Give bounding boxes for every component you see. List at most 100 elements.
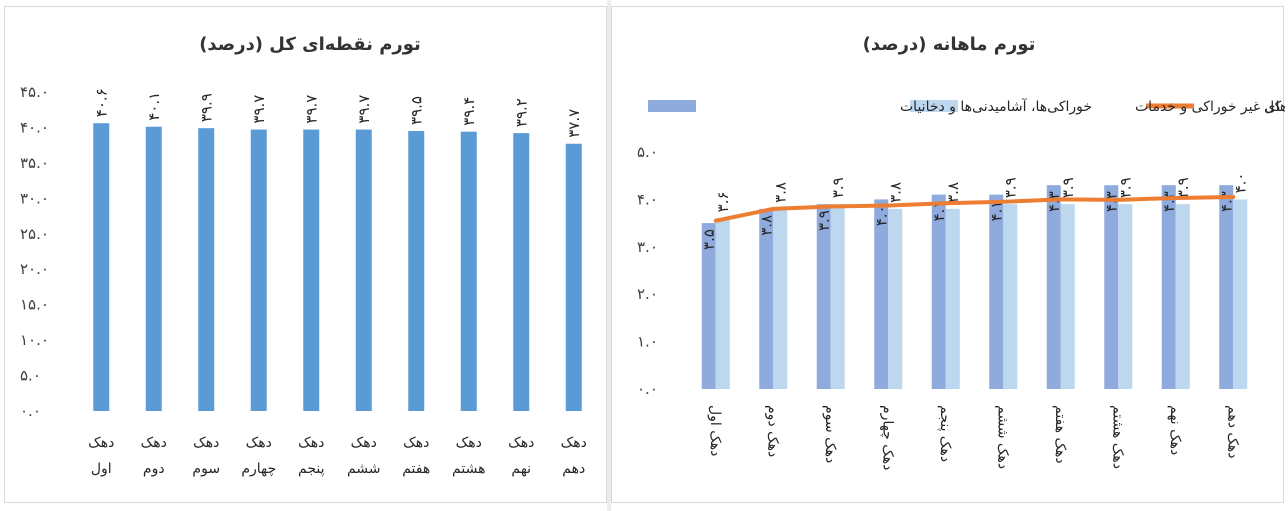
bar — [198, 128, 215, 412]
bar-food — [874, 199, 889, 389]
bar-non-food — [888, 208, 903, 389]
bar-food — [1104, 185, 1119, 389]
legend-swatch-non-food — [910, 100, 958, 112]
legend-label: خوراکی‌ها، آشامیدنی‌ها و دخانیات — [900, 98, 1092, 115]
total-index-line — [713, 195, 1236, 223]
y-tick-label: ۱۰.۰ — [20, 331, 49, 349]
category-label: دهک دهم — [561, 435, 587, 477]
y-tick-label: ۴۰.۰ — [20, 118, 49, 136]
category-label: دهک ششم — [347, 435, 381, 477]
bar-value-label: ۳۹.۴ — [460, 97, 478, 126]
y-tick-label: ۰.۰ — [20, 402, 41, 420]
bar-value-label: ۳.۹ — [1116, 177, 1134, 198]
bar-food — [931, 194, 946, 389]
bar-value-label: ۳.۸ — [886, 182, 904, 203]
bar-value-label: ۳۹.۷ — [302, 95, 320, 124]
bar — [408, 130, 425, 411]
bar-food — [701, 223, 716, 389]
legend-swatch-food — [648, 100, 696, 112]
y-tick-label: ۵.۰ — [637, 143, 658, 161]
chart-title: تورم ماهانه (درصد) — [863, 34, 1036, 55]
category-label: دهک پنجم — [937, 405, 953, 462]
y-tick-label: ۴۵.۰ — [20, 83, 49, 101]
bar-value-label: ۴.۰ — [872, 205, 890, 226]
category-label: دهک پنجم — [298, 435, 325, 477]
category-label: دهک اول — [707, 405, 723, 456]
category-label: دهک هشتم — [452, 435, 485, 477]
category-label: دهک اول — [88, 435, 114, 477]
bar-non-food — [830, 204, 845, 389]
y-tick-label: ۰.۰ — [637, 380, 658, 398]
bar-value-label: ۳.۶ — [714, 191, 732, 212]
y-tick-label: ۳۵.۰ — [20, 154, 49, 172]
bar-non-food — [1175, 204, 1190, 389]
y-tick-label: ۱۵.۰ — [20, 296, 49, 314]
bar-food — [1046, 185, 1061, 389]
bar-value-label: ۳۹.۲ — [512, 98, 530, 127]
category-label: دهک هفتم — [1052, 405, 1068, 464]
bar-value-label: ۴.۱ — [987, 201, 1005, 222]
panel-divider — [607, 0, 611, 511]
category-label: دهک سوم — [192, 435, 220, 477]
bar-food — [816, 204, 831, 389]
bar-value-label: ۳.۵ — [700, 229, 718, 250]
bar-value-label: ۳۹.۷ — [250, 95, 268, 124]
bar-food — [989, 194, 1004, 389]
bar-value-label: ۳۷.۷ — [565, 109, 583, 138]
legend-label: کالاهای غیر خوراکی و خدمات — [1135, 99, 1285, 115]
bar-non-food — [715, 218, 730, 389]
bar — [250, 129, 267, 411]
bar — [93, 123, 110, 412]
bar-value-label: ۳.۸ — [944, 182, 962, 203]
bar — [565, 143, 582, 411]
bar-food — [1161, 185, 1176, 389]
category-label: دهک هفتم — [402, 435, 430, 477]
bar-value-label: ۳.۹ — [829, 177, 847, 198]
bar-value-label: ۴۰.۶ — [92, 88, 110, 117]
category-label: دهک چهارم — [241, 435, 276, 477]
y-tick-label: ۴.۰ — [637, 190, 658, 208]
bar-value-label: ۴.۰ — [1231, 173, 1249, 194]
category-label: دهک سوم — [822, 405, 838, 463]
bar-non-food — [773, 208, 788, 389]
bar — [460, 131, 477, 411]
bar-value-label: ۴.۱ — [930, 201, 948, 222]
bar-value-label: ۳.۹ — [1059, 177, 1077, 198]
y-tick-label: ۵.۰ — [20, 367, 41, 385]
category-label: دهک دهم — [1224, 405, 1240, 459]
bar-value-label: ۴۰.۱ — [145, 92, 163, 121]
category-label: دهک چهارم — [879, 405, 895, 470]
monthly-inflation-chart: تورم ماهانه (درصد) شاخص کلکالاهای غیر خور… — [637, 34, 1285, 470]
total-inflation-chart: تورم نقطه‌ای کل (درصد) ۰.۰ ۵.۰ ۱۰.۰ ۱۵.۰ ۲۰.۰… — [20, 34, 587, 477]
bar — [145, 126, 162, 411]
bar-non-food — [1003, 204, 1018, 389]
monthly-inflation-chart-panel: تورم ماهانه (درصد) شاخص کلکالاهای غیر خور… — [611, 6, 1285, 503]
category-label: دهک نهم — [508, 435, 534, 477]
category-label: دهک ششم — [994, 405, 1010, 469]
y-tick-label: ۲۰.۰ — [20, 260, 49, 278]
chart-title: تورم نقطه‌ای کل (درصد) — [199, 34, 421, 55]
bar — [355, 129, 372, 411]
category-label: دهک نهم — [1167, 405, 1183, 455]
bar-value-label: ۳.۸ — [771, 182, 789, 203]
bar-food — [759, 208, 774, 389]
category-label: دهک دوم — [141, 435, 167, 477]
y-tick-label: ۲۵.۰ — [20, 225, 49, 243]
bar-value-label: ۳۹.۵ — [407, 96, 425, 125]
bar-value-label: ۳.۹ — [1001, 177, 1019, 198]
bar — [303, 129, 320, 411]
category-label: دهک دوم — [764, 405, 780, 457]
category-label: دهک هشتم — [1109, 405, 1125, 469]
bar-food — [1219, 185, 1234, 389]
bar-value-label: ۳۹.۷ — [355, 95, 373, 124]
total-inflation-chart-panel: تورم نقطه‌ای کل (درصد) ۰.۰ ۵.۰ ۱۰.۰ ۱۵.۰ ۲۰.۰… — [4, 6, 607, 503]
bar-non-food — [1233, 199, 1248, 389]
bar-non-food — [1060, 204, 1075, 389]
bar-value-label: ۳.۹ — [1174, 177, 1192, 198]
y-tick-label: ۳.۰ — [637, 238, 658, 256]
bar — [513, 133, 530, 412]
legend-label: شاخص کل — [1264, 99, 1285, 115]
bar-non-food — [1118, 204, 1133, 389]
bar-value-label: ۳۹.۹ — [197, 93, 215, 122]
y-tick-label: ۲.۰ — [637, 285, 658, 303]
